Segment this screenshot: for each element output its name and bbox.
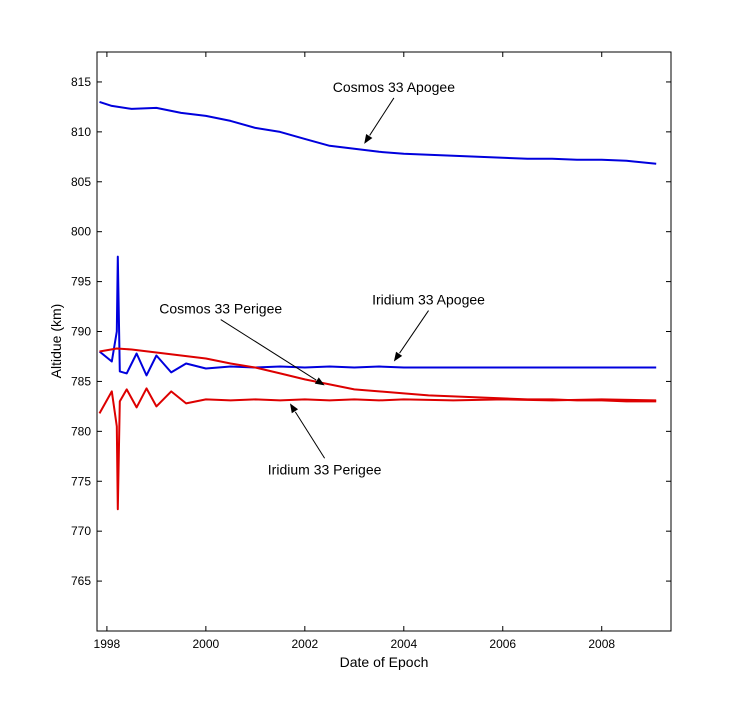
annotation-arrow-head: [314, 377, 325, 386]
y-tick-label: 810: [71, 125, 91, 139]
series-line-3: [98, 387, 657, 511]
annotation-label: Iridium 33 Perigee: [268, 461, 382, 477]
x-tick-label: 2002: [291, 637, 318, 651]
plot-area: [96, 51, 672, 632]
x-tick-label: 2008: [588, 637, 615, 651]
annotation-label: Iridium 33 Apogee: [372, 292, 485, 308]
x-tick-label: 2004: [390, 637, 417, 651]
x-axis-label: Date of Epoch: [340, 654, 429, 670]
y-tick-label: 770: [71, 524, 91, 538]
y-tick-label: 795: [71, 275, 91, 289]
y-tick-label: 775: [71, 474, 91, 488]
annotation-arrow-line: [294, 411, 326, 459]
annotation-layer: Cosmos 33 Apogee Iridium 33 Apogee Cosmos …: [159, 79, 485, 477]
y-tick-label: 805: [71, 175, 91, 189]
series-line-1: [98, 255, 657, 377]
annotation-arrow-line: [220, 319, 317, 381]
x-tick-label: 2006: [489, 637, 516, 651]
annotation-arrow-head: [393, 351, 403, 362]
annotation-arrow-head: [289, 403, 299, 414]
series-layer: [98, 100, 657, 511]
y-tick-label: 785: [71, 374, 91, 388]
y-tick-label: 765: [71, 574, 91, 588]
y-tick-label: 790: [71, 325, 91, 339]
annotation-label: Cosmos 33 Perigee: [159, 301, 282, 317]
y-tick-label: 800: [71, 225, 91, 239]
x-tick-label: 2000: [193, 637, 220, 651]
axis-ticks: 1998 2000 2002 2004 2006 2008 765 770 775 780 785 7…: [71, 52, 671, 651]
y-tick-label: 780: [71, 424, 91, 438]
annotation-label: Cosmos 33 Apogee: [333, 79, 455, 95]
series-line-0: [99, 100, 657, 165]
x-tick-label: 1998: [94, 637, 121, 651]
y-tick-label: 815: [71, 75, 91, 89]
annotation-arrow-head: [364, 134, 373, 144]
annotation-arrow-line: [399, 310, 429, 354]
annotation-arrow-line: [369, 97, 395, 136]
y-axis-label: Altidue (km): [48, 304, 64, 379]
